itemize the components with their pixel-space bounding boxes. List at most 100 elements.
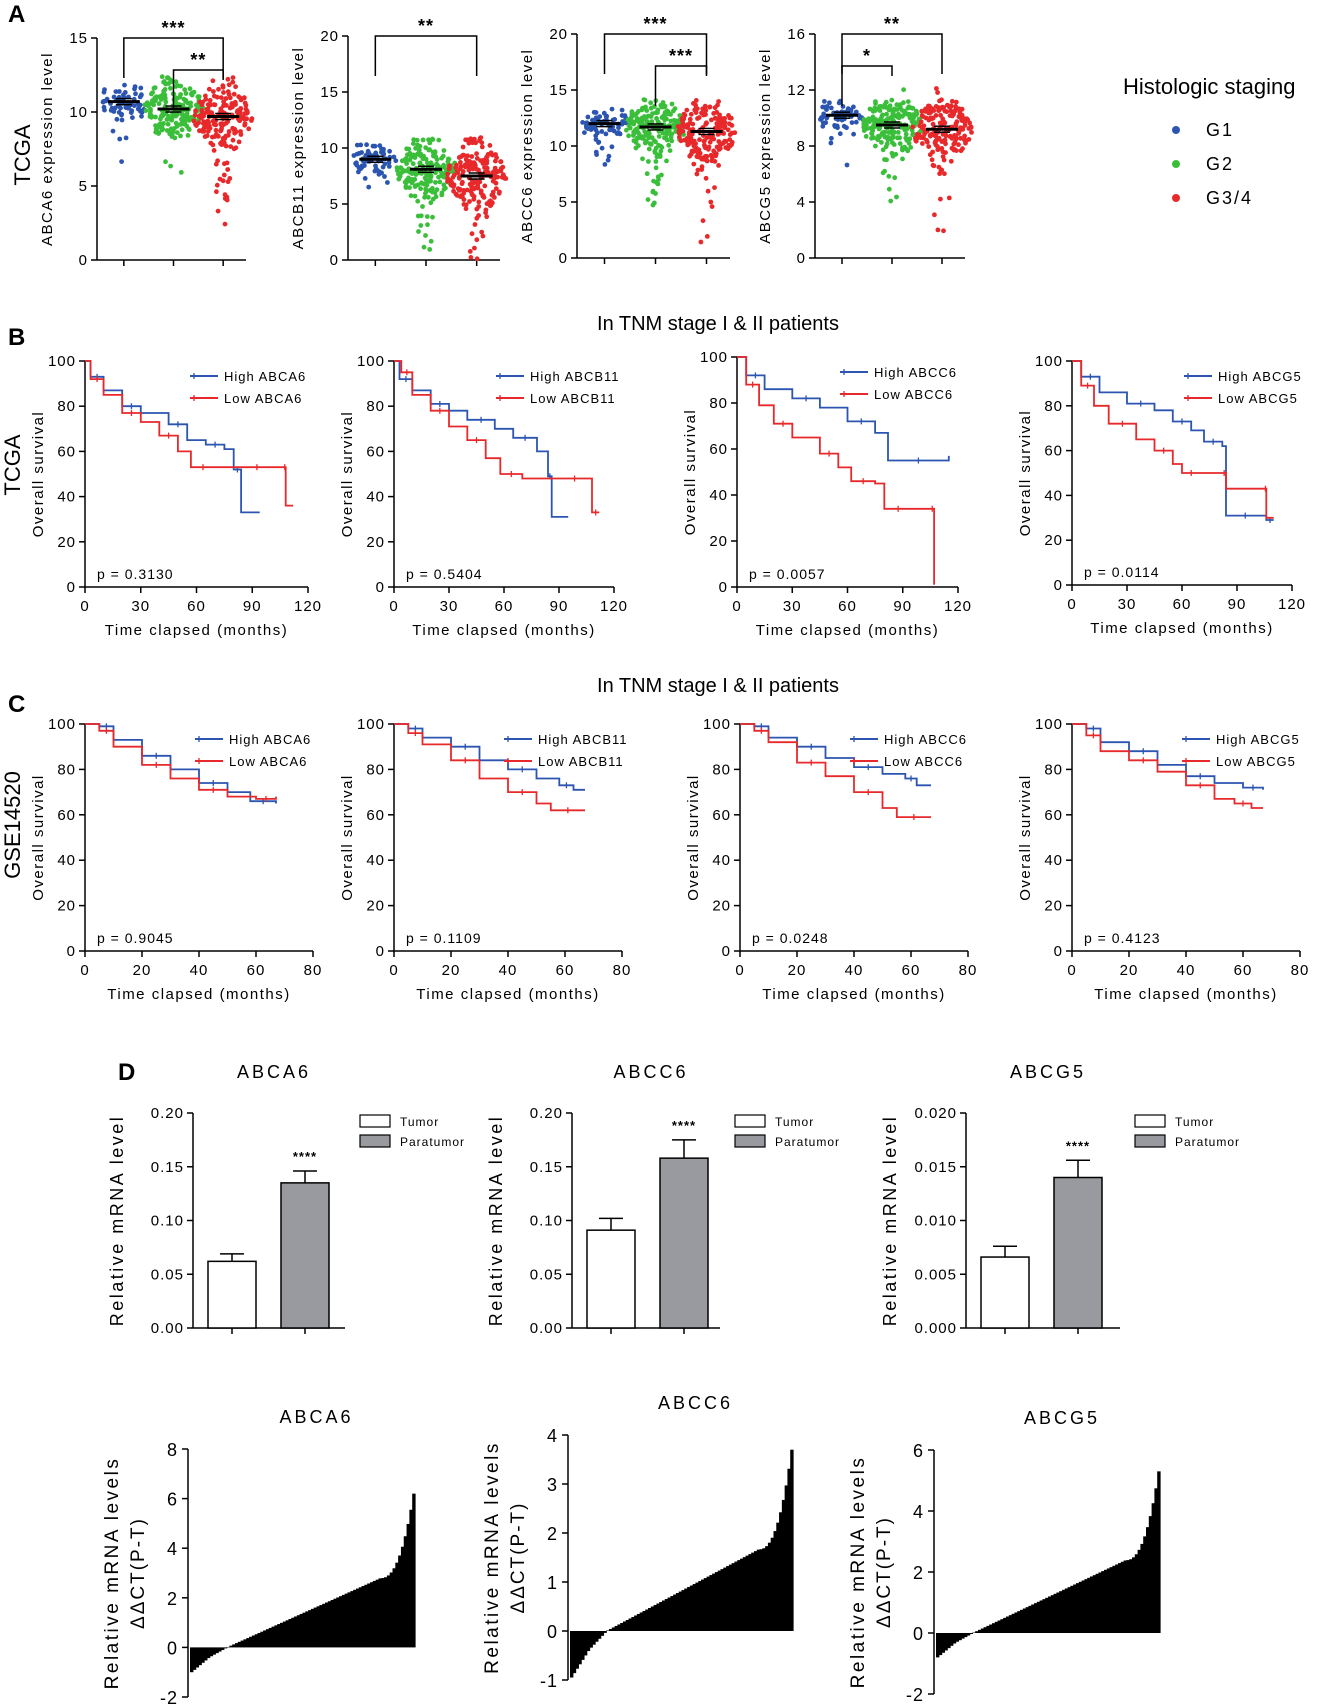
legend-label-high: High ABCC6 — [884, 732, 967, 747]
y-tick-label: 0.00 — [151, 1320, 184, 1337]
legend-label-low: Low ABCA6 — [224, 391, 302, 406]
data-point-g2 — [863, 134, 869, 139]
data-point-g2 — [883, 99, 889, 105]
data-point-g34 — [952, 147, 957, 152]
waterfall-bar — [1101, 1571, 1105, 1633]
data-point-g34 — [695, 149, 700, 155]
data-point-g34 — [472, 222, 478, 227]
data-point-g34 — [956, 131, 961, 136]
data-point-g2 — [663, 130, 669, 136]
waterfall-bar — [740, 1558, 744, 1631]
waterfall-bar — [698, 1581, 702, 1631]
data-point-g34 — [230, 79, 236, 85]
data-point-g34 — [238, 132, 244, 137]
data-point-g2 — [439, 190, 445, 196]
data-point-g34 — [483, 210, 488, 216]
waterfall-bar — [1011, 1613, 1015, 1633]
waterfall-bar — [282, 1621, 287, 1648]
p-value-label: p = 0.0114 — [1084, 564, 1160, 580]
waterfall-bar — [1118, 1563, 1122, 1633]
data-point-g1 — [366, 184, 372, 190]
data-point-g2 — [412, 193, 418, 199]
data-point-g2 — [433, 170, 438, 176]
waterfall-bar — [344, 1593, 349, 1648]
y-tick-label: 80 — [57, 398, 76, 415]
data-point-g34 — [226, 92, 232, 97]
p-value-label: p = 0.0248 — [752, 930, 829, 946]
waterfall-bar — [603, 1631, 607, 1633]
waterfall-bar — [628, 1618, 632, 1631]
waterfall-e2: -1 0 1 2 3 4 ABCC6 Relative mRNA levels ΔΔCT(P-T… — [482, 1393, 794, 1691]
data-point-g34 — [918, 119, 924, 125]
data-point-g2 — [902, 127, 908, 133]
data-point-g2 — [161, 121, 166, 126]
y-tick-label: -1 — [540, 1671, 558, 1691]
waterfall-e3: -2 0 2 4 6 ABCG5 Relative mRNA levels ΔΔCT(P-T) — [848, 1408, 1161, 1705]
waterfall-bar — [765, 1546, 769, 1631]
data-point-g1 — [827, 100, 832, 106]
data-point-g34 — [701, 138, 707, 144]
data-point-g34 — [192, 112, 198, 118]
data-point-g34 — [232, 130, 238, 136]
y-axis-label: ABCA6 expression level — [39, 52, 56, 246]
waterfall-bar — [192, 1647, 197, 1670]
data-point-g2 — [404, 161, 409, 167]
y-tick-label: 0.005 — [914, 1266, 957, 1283]
data-point-g34 — [201, 119, 207, 125]
legend-title: Histologic staging — [1123, 74, 1295, 99]
significance-stars: *** — [643, 14, 667, 34]
data-point-g1 — [851, 131, 856, 137]
data-point-g2 — [433, 180, 438, 185]
waterfall-bar — [1034, 1603, 1038, 1633]
data-point-g34 — [943, 133, 949, 139]
survival-curve-high — [1072, 360, 1274, 521]
data-point-g34 — [470, 166, 476, 172]
significance-bracket — [841, 33, 943, 74]
data-point-g34 — [202, 134, 208, 140]
waterfall-bar — [958, 1633, 962, 1641]
legend-label-paratumor: Paratumor — [400, 1135, 465, 1149]
y-tick-label: 20 — [366, 534, 385, 551]
data-point-g34 — [236, 139, 242, 145]
data-point-g34 — [941, 228, 946, 234]
legend-label-g3: G3/4 — [1206, 188, 1253, 208]
data-point-g34 — [676, 129, 682, 135]
data-point-g34 — [466, 167, 472, 173]
waterfall-bar — [634, 1615, 638, 1631]
y-tick-label: 0 — [913, 1624, 924, 1644]
data-point-g1 — [139, 113, 144, 119]
data-point-g1 — [829, 135, 834, 141]
y-axis-label: Overall survival — [339, 411, 356, 538]
data-point-g34 — [214, 132, 219, 137]
data-point-g2 — [398, 165, 404, 171]
data-point-g34 — [683, 124, 689, 130]
waterfall-bar — [620, 1622, 624, 1631]
data-point-g2 — [640, 156, 645, 162]
data-point-g2 — [641, 97, 647, 102]
data-point-g34 — [479, 144, 485, 150]
data-point-g34 — [209, 110, 215, 116]
data-point-g2 — [884, 117, 889, 123]
y-axis-label: Relative mRNA levels — [848, 1456, 869, 1689]
legend-label-tumor: Tumor — [775, 1115, 814, 1129]
legend-label-low: Low ABCB11 — [538, 754, 624, 769]
y-tick-label: 0 — [1054, 943, 1063, 960]
data-point-g34 — [233, 145, 239, 151]
data-point-g34 — [482, 165, 487, 170]
data-point-g34 — [461, 197, 467, 203]
y-tick-label: 0.20 — [530, 1105, 563, 1122]
waterfall-bar — [195, 1647, 200, 1668]
data-point-g34 — [940, 154, 946, 160]
data-point-g34 — [969, 130, 974, 135]
data-point-g34 — [935, 227, 941, 233]
data-point-g1 — [129, 108, 135, 114]
y-tick-label: 20 — [709, 533, 728, 550]
data-point-g34 — [479, 140, 485, 146]
y-tick-label: 2 — [167, 1589, 178, 1609]
waterfall-bar — [701, 1579, 705, 1631]
y-tick-label: 60 — [1044, 807, 1063, 824]
x-tick-label: 20 — [133, 962, 152, 979]
